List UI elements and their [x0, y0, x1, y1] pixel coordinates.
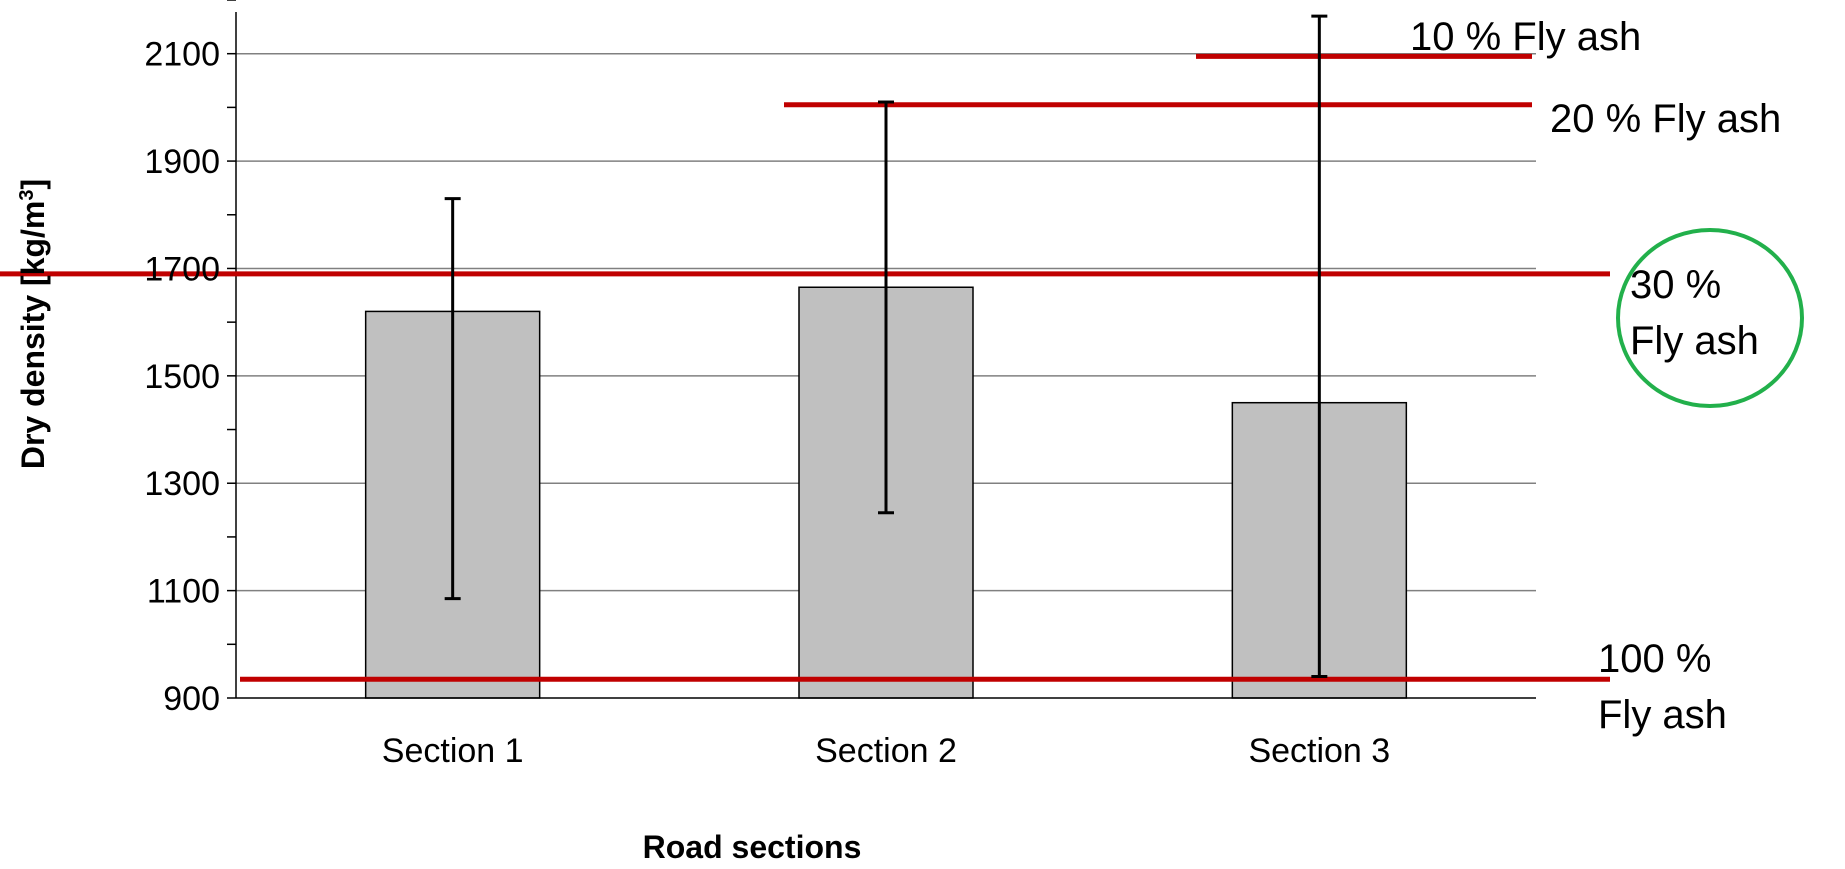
- y-axis-title: Dry density [kg/m3]: [15, 179, 51, 469]
- highlight-circle: [1616, 228, 1804, 408]
- reference-line-label: 30 %: [1630, 263, 1721, 307]
- y-tick-label: 2100: [144, 36, 220, 74]
- y-axis-title-main: Dry density [kg/m: [15, 201, 51, 470]
- reference-line-label: 20 % Fly ash: [1550, 97, 1781, 141]
- y-tick-label: 1900: [144, 143, 220, 181]
- reference-line-label: Fly ash: [1598, 693, 1727, 737]
- x-tick-label: Section 1: [382, 732, 524, 770]
- reference-line-label: 100 %: [1598, 637, 1711, 681]
- y-tick-label: 1700: [144, 250, 220, 288]
- labels: 900 1100 1300 1500 1700 1900 2100 Section 1 Sect…: [144, 15, 1804, 770]
- y-tick-label: 1100: [147, 573, 220, 611]
- axes: [227, 0, 1536, 699]
- y-tick-label: 1300: [144, 465, 220, 503]
- y-axis-title-end: ]: [15, 179, 51, 190]
- y-tick-label: 900: [163, 680, 220, 718]
- y-axis-title-superscript: 3: [16, 190, 38, 201]
- reference-line-label: Fly ash: [1630, 319, 1759, 363]
- error-bars: [444, 14, 1328, 679]
- reference-line-label: 10 % Fly ash: [1410, 15, 1641, 59]
- x-tick-label: Section 2: [815, 732, 957, 770]
- y-tick-label: 1500: [144, 358, 220, 396]
- x-tick-label: Section 3: [1248, 732, 1390, 770]
- reference-lines: [0, 53, 1610, 682]
- x-axis-title: Road sections: [643, 829, 862, 864]
